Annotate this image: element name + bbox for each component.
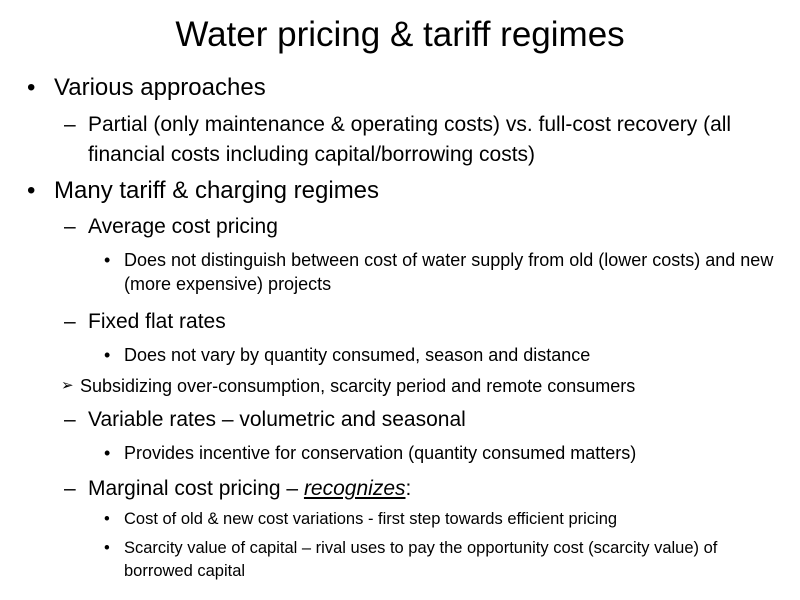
bullet-text: Many tariff & charging regimes [54, 177, 380, 204]
bullet-does-not-vary: • Does not vary by quantity consumed, se… [104, 343, 780, 367]
bullet-subsidizing: ➢ Subsidizing over-consumption, scarcity… [61, 374, 780, 398]
bullet-text: Various approaches [54, 74, 266, 101]
bullet-dot: • [104, 250, 111, 270]
bullet-dot: • [104, 539, 110, 557]
emphasis-recognizes: recognizes [303, 477, 406, 500]
bullet-many-regimes: • Many tariff & charging regimes [20, 176, 780, 206]
bullet-marginal-cost: – Marginal cost pricing – recognizes: [64, 474, 780, 504]
bullet-various-approaches: • Various approaches [20, 73, 780, 103]
bullet-text: Cost of old & new cost variations - firs… [124, 510, 618, 528]
bullet-dot: • [104, 443, 111, 463]
bullet-text: Fixed flat rates [88, 310, 226, 333]
bullet-text: Provides incentive for conservation (qua… [124, 443, 637, 463]
bullet-provides-incentive: • Provides incentive for conservation (q… [104, 441, 780, 465]
bullet-dot: • [27, 74, 36, 101]
bullet-scarcity-value: • Scarcity value of capital – rival uses… [104, 537, 780, 583]
bullet-dot: • [27, 177, 36, 204]
bullet-dash: – [64, 215, 76, 238]
bullet-does-not-distinguish: • Does not distinguish between cost of w… [104, 248, 780, 296]
bullet-text: Partial (only maintenance & operating co… [88, 113, 732, 166]
bullet-dash: – [64, 310, 76, 333]
bullet-text: Variable rates – volumetric and seasonal [88, 408, 466, 431]
slide-title: Water pricing & tariff regimes [175, 15, 625, 54]
bullet-text: Marginal cost pricing – recognizes: [88, 474, 780, 504]
bullet-dot: • [104, 345, 111, 365]
bullet-dot: • [104, 510, 110, 528]
bullet-text-colon: : [405, 477, 412, 500]
arrow-bullet-icon: ➢ [61, 377, 74, 394]
bullet-text: Does not distinguish between cost of wat… [124, 250, 774, 294]
bullet-variable-rates: – Variable rates – volumetric and season… [64, 405, 780, 435]
bullet-dash: – [64, 477, 76, 500]
bullet-text: Average cost pricing [88, 215, 278, 238]
bullet-cost-old-new: • Cost of old & new cost variations - fi… [104, 508, 780, 531]
bullet-average-cost: – Average cost pricing [64, 212, 780, 242]
bullet-text: Does not vary by quantity consumed, seas… [124, 345, 591, 365]
bullet-fixed-flat-rates: – Fixed flat rates [64, 307, 780, 337]
bullet-partial-vs-full: – Partial (only maintenance & operating … [64, 110, 780, 170]
bullet-text: Scarcity value of capital – rival uses t… [124, 539, 718, 580]
bullet-text-lead: Marginal cost pricing – [88, 477, 304, 500]
bullet-dash: – [64, 113, 76, 136]
bullet-text: Subsidizing over-consumption, scarcity p… [80, 376, 636, 396]
bullet-dash: – [64, 408, 76, 431]
